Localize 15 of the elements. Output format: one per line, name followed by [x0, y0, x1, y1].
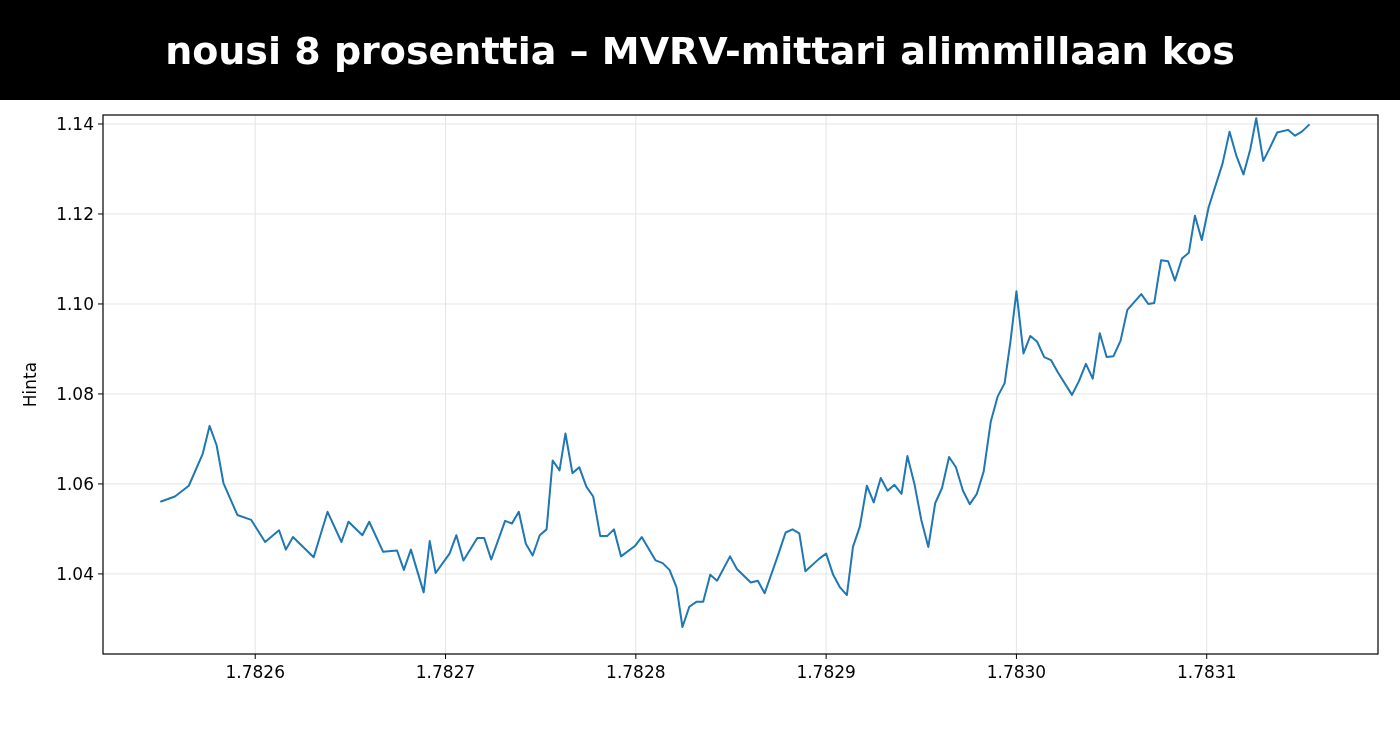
chart-title: nousi 8 prosenttia – MVRV-mittari alimmillaan kos — [165, 29, 1235, 73]
x-tick-label: 1.7827 — [415, 662, 476, 682]
y-tick-label: 1.12 — [56, 203, 94, 224]
x-tick-label: 1.7826 — [225, 662, 285, 682]
x-tick-label: 1.7831 — [1176, 662, 1237, 682]
y-tick-label: 1.14 — [56, 113, 94, 134]
y-axis-title: Hinta — [20, 361, 40, 408]
y-tick-label: 1.08 — [56, 383, 94, 404]
y-tick-label: 1.06 — [56, 473, 94, 494]
x-tick-label: 1.7828 — [606, 662, 666, 682]
x-tick-label: 1.7829 — [796, 662, 856, 682]
line-series — [160, 117, 1310, 629]
y-tick-label: 1.10 — [56, 293, 94, 314]
y-tick-label: 1.04 — [56, 563, 94, 584]
x-tick-label: 1.7830 — [986, 662, 1047, 682]
